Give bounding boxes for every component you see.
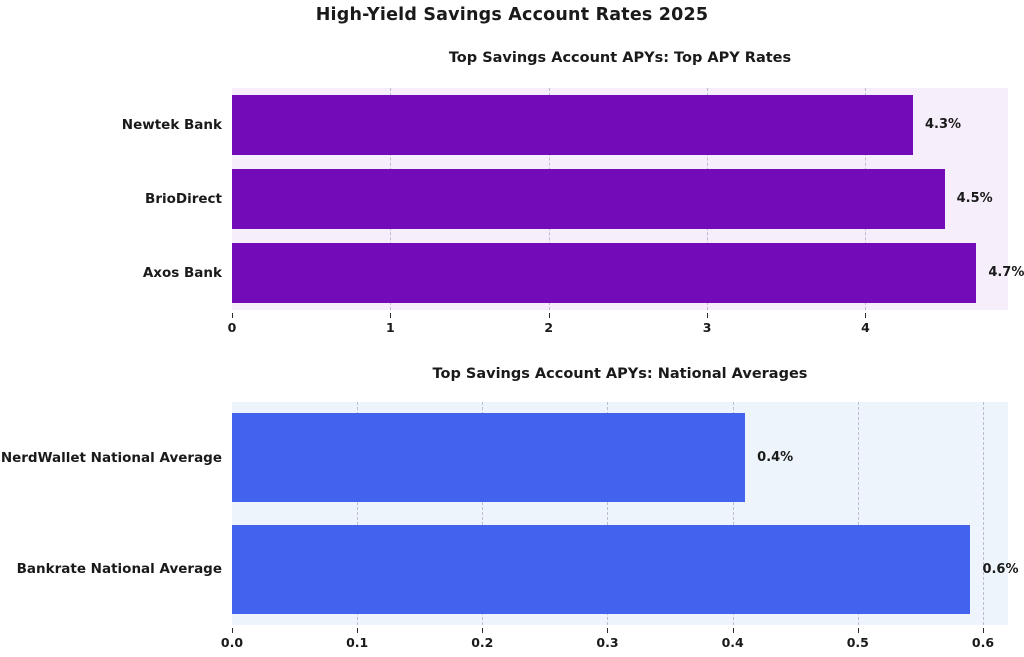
x-tick-label: 4 [861,320,870,335]
x-tick [232,628,233,633]
category-label: Bankrate National Average [16,561,222,578]
bar [232,243,977,303]
x-tick [732,628,734,633]
category-label: Axos Bank [142,264,222,281]
x-tick-label: 0.4 [721,635,744,650]
gridline [357,402,359,625]
x-tick [607,628,609,633]
x-tick [482,628,484,633]
gridline [607,402,609,625]
x-tick-label: 0.5 [846,635,869,650]
x-tick-label: 0.3 [596,635,619,650]
bar [232,524,971,614]
x-tick-label: 3 [702,320,712,335]
bar [232,169,945,229]
x-tick [357,628,359,633]
gridline [857,402,859,625]
bar-value-label: 4.5% [956,191,993,207]
gridline [982,402,984,625]
x-tick-label: 0.2 [471,635,494,650]
x-tick [707,313,709,318]
x-tick-label: 0.0 [220,635,244,650]
gridline [732,402,734,625]
gridline [482,402,484,625]
x-tick-label: 1 [386,320,395,335]
chart-title-top-apy-rates: Top Savings Account APYs: Top APY Rates [448,50,792,66]
x-tick [232,313,233,318]
x-tick [548,313,550,318]
bar [232,413,746,503]
figure-title: High-Yield Savings Account Rates 2025 [315,5,709,25]
category-label: Newtek Bank [121,116,222,133]
bar-value-label: 0.4% [757,450,794,466]
x-tick [865,313,867,318]
x-tick-label: 0.1 [346,635,369,650]
x-tick [982,628,984,633]
bar-value-label: 4.7% [988,265,1024,281]
category-label: NerdWallet National Average [0,449,222,466]
x-tick [390,313,392,318]
bar-value-label: 0.6% [982,561,1019,577]
category-label: BrioDirect [145,190,222,207]
bar [232,95,913,155]
x-tick-label: 2 [544,320,554,335]
x-tick-label: 0 [227,320,237,335]
x-tick [857,628,859,633]
bar-value-label: 4.3% [924,117,962,133]
chart-title-national-averages: Top Savings Account APYs: National Avera… [432,366,808,382]
x-tick-label: 0.6 [971,635,995,650]
